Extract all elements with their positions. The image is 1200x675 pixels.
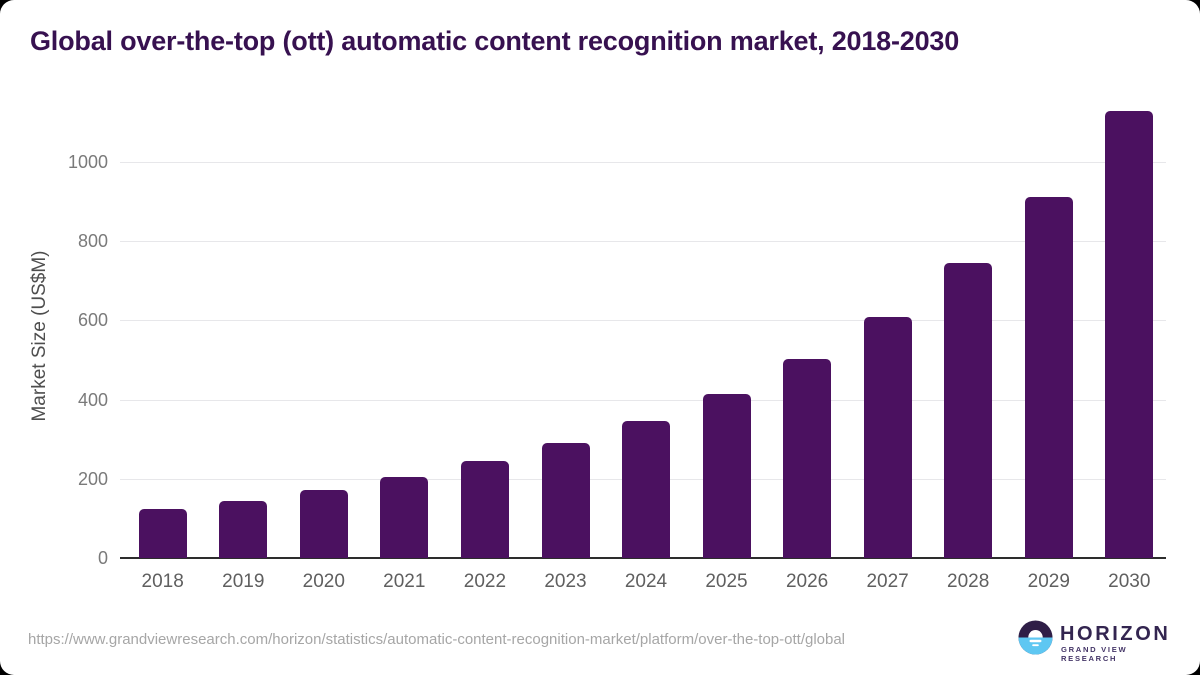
x-tick-label-2023: 2023 [544,571,587,592]
y-tick-label-600: 600 [77,310,108,331]
bar-2020 [299,489,348,558]
x-tick-label-2020: 2020 [302,571,345,592]
chart-title: Global over-the-top (ott) automatic cont… [30,26,960,56]
x-tick-label-2022: 2022 [463,571,507,592]
x-tick-label-2030: 2030 [1108,571,1151,592]
y-tick-label-200: 200 [77,468,108,489]
gridline-600 [120,320,1166,322]
x-tick-label-2018: 2018 [141,571,184,592]
bar-2028 [944,263,993,558]
x-tick-label-2019: 2019 [222,571,265,592]
bar-2023 [541,442,590,558]
x-tick-label-2029: 2029 [1027,571,1070,592]
gridline-400 [120,399,1166,401]
x-tick-label-2025: 2025 [705,571,748,592]
bar-2029 [1024,196,1073,558]
bar-2026 [783,359,832,558]
x-tick-label-2024: 2024 [624,571,668,592]
bar-2021 [380,476,429,558]
logo-name-text: HORIZON [1060,623,1171,645]
x-tick-label-2028: 2028 [947,571,990,592]
gridline-800 [120,241,1166,243]
horizon-sun-icon [1018,620,1053,660]
x-tick-label-2027: 2027 [866,571,909,592]
y-tick-label-800: 800 [77,231,108,252]
bar-2019 [219,501,268,558]
bar-2025 [702,394,751,558]
bar-2022 [460,461,509,558]
x-axis-line [120,557,1166,559]
bar-2027 [863,317,912,558]
y-tick-label-1000: 1000 [67,152,108,172]
x-tick-label-2026: 2026 [785,571,829,592]
bar-2024 [622,421,670,558]
gridline-1000 [120,162,1166,163]
logo-subtitle-text: GRAND VIEW RESEARCH [1061,645,1128,663]
horizon-logo: HORIZON GRAND VIEW RESEARCH [1018,620,1178,663]
y-tick-label-400: 400 [77,389,108,410]
x-tick-label-2021: 2021 [383,571,426,592]
y-tick-label-0: 0 [97,548,108,568]
bar-2030 [1105,111,1154,558]
source-url: https://www.grandviewresearch.com/horizo… [28,631,846,648]
bar-2018 [138,508,187,558]
